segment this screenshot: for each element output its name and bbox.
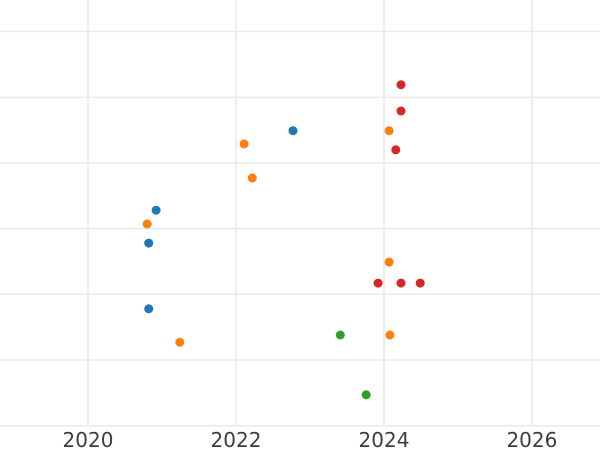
x-tick-label: 2020: [63, 428, 114, 450]
data-point-series-red: [396, 106, 406, 116]
data-point-series-orange: [384, 126, 394, 136]
data-point-series-red: [415, 278, 425, 288]
data-point-series-orange: [142, 219, 152, 229]
x-tick-label: 2022: [211, 428, 262, 450]
data-point-series-red: [396, 80, 406, 90]
data-point-series-blue: [144, 304, 154, 314]
data-point-series-orange: [384, 257, 394, 267]
data-point-series-orange: [239, 139, 249, 149]
data-point-series-red: [373, 278, 383, 288]
x-tick-label: 2026: [506, 428, 557, 450]
data-point-series-orange: [175, 337, 185, 347]
data-point-series-blue: [288, 126, 298, 136]
data-point-series-green: [361, 390, 371, 400]
data-point-series-blue: [151, 205, 161, 215]
data-point-series-green: [335, 330, 345, 340]
data-point-series-orange: [385, 330, 395, 340]
x-tick-label: 2024: [359, 428, 410, 450]
data-point-series-red: [396, 278, 406, 288]
data-point-series-red: [391, 145, 401, 155]
data-point-series-orange: [247, 173, 257, 183]
data-point-series-blue: [144, 238, 154, 248]
